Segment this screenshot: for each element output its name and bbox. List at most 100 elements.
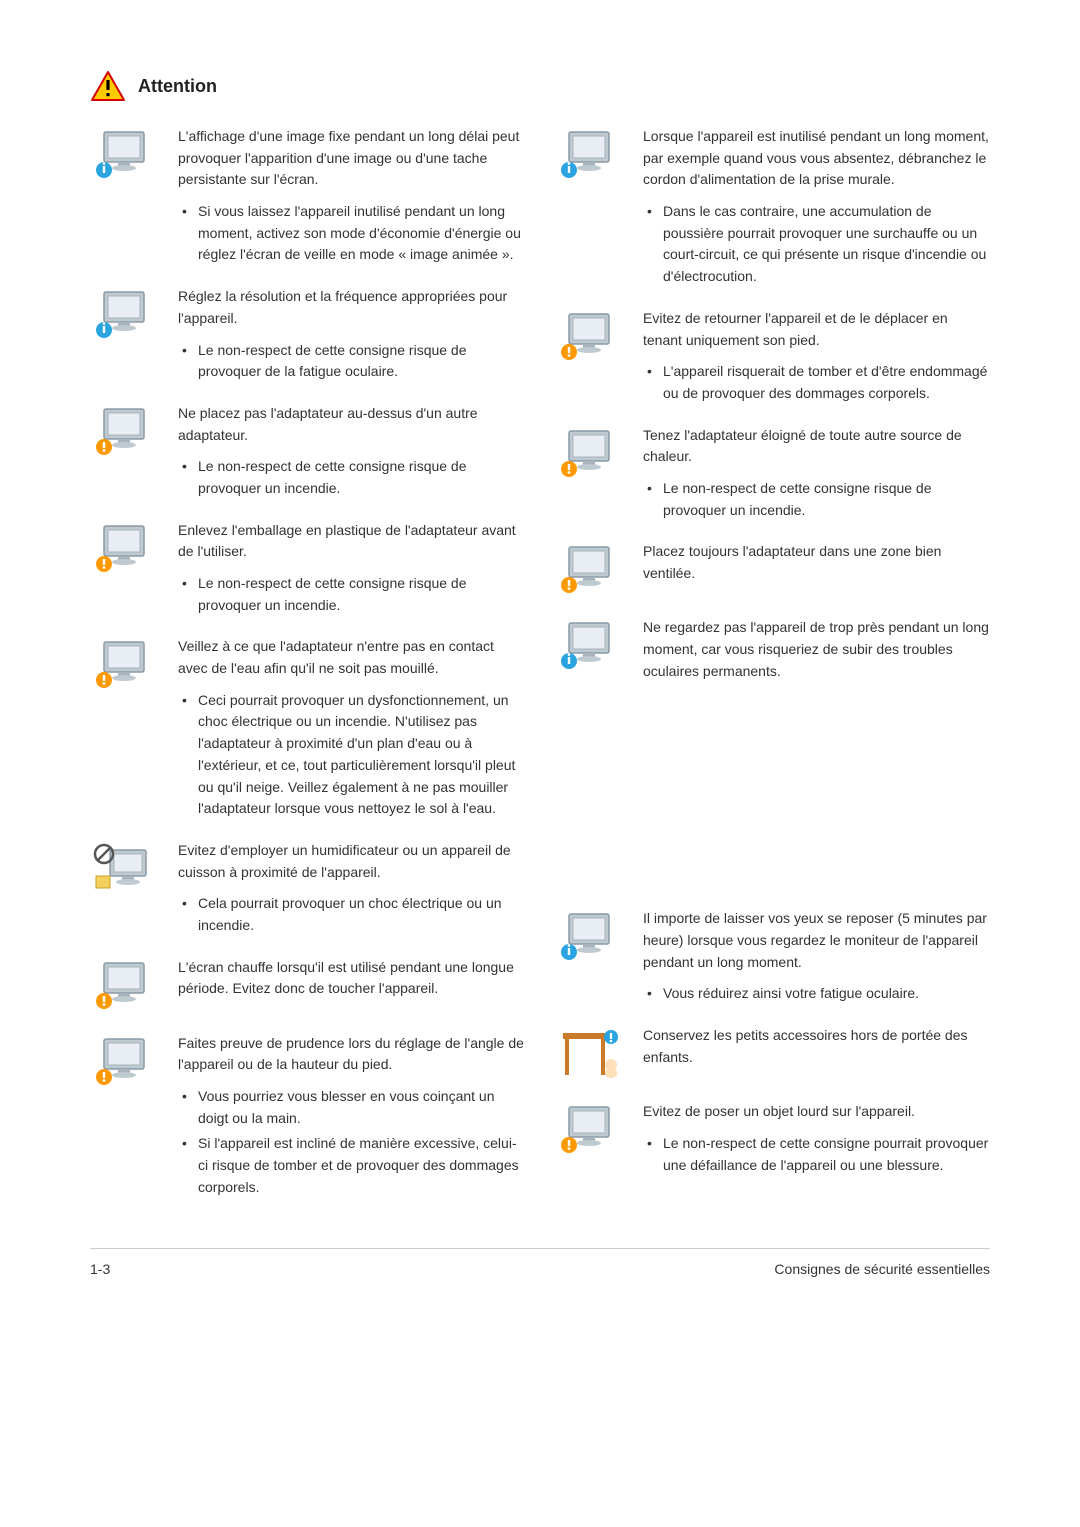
entry-lead-text: L'écran chauffe lorsqu'il est utilisé pe…: [178, 957, 525, 1000]
entry-body: Placez toujours l'adaptateur dans une zo…: [643, 541, 990, 601]
safety-entry: Tenez l'adaptateur éloigné de toute autr…: [555, 425, 990, 526]
entry-lead-text: L'affichage d'une image fixe pendant un …: [178, 126, 525, 191]
vertical-spacer: [555, 708, 990, 908]
safety-entry: L'écran chauffe lorsqu'il est utilisé pe…: [90, 957, 525, 1017]
safety-entry: Ne regardez pas l'appareil de trop près …: [555, 617, 990, 692]
entry-lead-text: Ne placez pas l'adaptateur au-dessus d'u…: [178, 403, 525, 446]
entry-body: Il importe de laisser vos yeux se repose…: [643, 908, 990, 1009]
safety-entry: L'affichage d'une image fixe pendant un …: [90, 126, 525, 270]
monitor-unplug-icon: [555, 126, 625, 186]
upside-down-icon: [555, 308, 625, 368]
tilt-adjust-icon: [90, 1033, 160, 1093]
entry-bullet: Vous pourriez vous blesser en vous coinç…: [178, 1086, 525, 1129]
warning-triangle-icon: [90, 70, 126, 102]
entry-lead-text: Veillez à ce que l'adaptateur n'entre pa…: [178, 636, 525, 679]
entry-bullet-list: Le non-respect de cette consigne risque …: [178, 340, 525, 383]
entry-body: Evitez de poser un objet lourd sur l'app…: [643, 1101, 990, 1180]
entry-body: Tenez l'adaptateur éloigné de toute autr…: [643, 425, 990, 526]
entry-bullet-list: Cela pourrait provoquer un choc électriq…: [178, 893, 525, 936]
ventilated-icon: [555, 541, 625, 601]
entry-lead-text: Conservez les petits accessoires hors de…: [643, 1025, 990, 1068]
heavy-object-icon: [555, 1101, 625, 1161]
entry-lead-text: Tenez l'adaptateur éloigné de toute autr…: [643, 425, 990, 468]
adapter-stack-icon: [90, 403, 160, 463]
safety-entry: Ne placez pas l'adaptateur au-dessus d'u…: [90, 403, 525, 504]
page-footer: 1-3 Consignes de sécurité essentielles: [90, 1248, 990, 1277]
eye-distance-icon: [555, 617, 625, 677]
hot-screen-icon: [90, 957, 160, 1017]
attention-heading-row: Attention: [90, 70, 990, 102]
entry-bullet: Le non-respect de cette consigne risque …: [178, 573, 525, 616]
entry-bullet: Le non-respect de cette consigne risque …: [178, 456, 525, 499]
footer-section-title: Consignes de sécurité essentielles: [774, 1261, 990, 1277]
entry-lead-text: Lorsque l'appareil est inutilisé pendant…: [643, 126, 990, 191]
entry-lead-text: Faites preuve de prudence lors du réglag…: [178, 1033, 525, 1076]
small-parts-icon: [555, 1025, 625, 1085]
entry-body: Enlevez l'emballage en plastique de l'ad…: [178, 520, 525, 621]
entry-lead-text: Evitez de retourner l'appareil et de le …: [643, 308, 990, 351]
safety-entry: Faites preuve de prudence lors du réglag…: [90, 1033, 525, 1203]
eye-rest-icon: [555, 908, 625, 968]
safety-entry: Veillez à ce que l'adaptateur n'entre pa…: [90, 636, 525, 824]
entry-lead-text: Evitez de poser un objet lourd sur l'app…: [643, 1101, 990, 1123]
entry-bullet-list: Le non-respect de cette consigne pourrai…: [643, 1133, 990, 1176]
safety-entry: Evitez d'employer un humidificateur ou u…: [90, 840, 525, 941]
safety-entry: Placez toujours l'adaptateur dans une zo…: [555, 541, 990, 601]
safety-entry: Il importe de laisser vos yeux se repose…: [555, 908, 990, 1009]
entry-bullet-list: Le non-respect de cette consigne risque …: [178, 456, 525, 499]
entry-body: Lorsque l'appareil est inutilisé pendant…: [643, 126, 990, 292]
entry-bullet: Ceci pourrait provoquer un dysfonctionne…: [178, 690, 525, 820]
safety-entry: Evitez de poser un objet lourd sur l'app…: [555, 1101, 990, 1180]
entry-body: L'affichage d'une image fixe pendant un …: [178, 126, 525, 270]
entry-body: L'écran chauffe lorsqu'il est utilisé pe…: [178, 957, 525, 1017]
entry-bullet-list: Si vous laissez l'appareil inutilisé pen…: [178, 201, 525, 266]
entry-bullet: Cela pourrait provoquer un choc électriq…: [178, 893, 525, 936]
entry-bullet: Le non-respect de cette consigne risque …: [643, 478, 990, 521]
safety-entry: Evitez de retourner l'appareil et de le …: [555, 308, 990, 409]
entry-body: Faites preuve de prudence lors du réglag…: [178, 1033, 525, 1203]
safety-entry: Réglez la résolution et la fréquence app…: [90, 286, 525, 387]
entry-bullet: Dans le cas contraire, une accumulation …: [643, 201, 990, 288]
entry-bullet-list: Dans le cas contraire, une accumulation …: [643, 201, 990, 288]
entry-lead-text: Enlevez l'emballage en plastique de l'ad…: [178, 520, 525, 563]
entry-lead-text: Placez toujours l'adaptateur dans une zo…: [643, 541, 990, 584]
footer-page-number: 1-3: [90, 1261, 110, 1277]
left-column: L'affichage d'une image fixe pendant un …: [90, 126, 525, 1218]
attention-title: Attention: [138, 76, 217, 97]
entry-body: Veillez à ce que l'adaptateur n'entre pa…: [178, 636, 525, 824]
adapter-bag-icon: [90, 520, 160, 580]
content-columns: L'affichage d'une image fixe pendant un …: [90, 126, 990, 1218]
entry-lead-text: Il importe de laisser vos yeux se repose…: [643, 908, 990, 973]
entry-bullet-list: L'appareil risquerait de tomber et d'êtr…: [643, 361, 990, 404]
entry-lead-text: Evitez d'employer un humidificateur ou u…: [178, 840, 525, 883]
entry-bullet-list: Le non-respect de cette consigne risque …: [178, 573, 525, 616]
entry-bullet-list: Ceci pourrait provoquer un dysfonctionne…: [178, 690, 525, 820]
safety-entry: Enlevez l'emballage en plastique de l'ad…: [90, 520, 525, 621]
adapter-water-icon: [90, 636, 160, 696]
entry-body: Ne regardez pas l'appareil de trop près …: [643, 617, 990, 692]
entry-bullet-list: Vous pourriez vous blesser en vous coinç…: [178, 1086, 525, 1198]
entry-bullet-list: Le non-respect de cette consigne risque …: [643, 478, 990, 521]
entry-bullet: Vous réduirez ainsi votre fatigue oculai…: [643, 983, 990, 1005]
entry-body: Conservez les petits accessoires hors de…: [643, 1025, 990, 1085]
monitor-resolution-icon: [90, 286, 160, 346]
heater-icon: [555, 425, 625, 485]
entry-lead-text: Ne regardez pas l'appareil de trop près …: [643, 617, 990, 682]
monitor-info-icon: [90, 126, 160, 186]
entry-body: Evitez d'employer un humidificateur ou u…: [178, 840, 525, 941]
page: Attention L'affichage d'une image fixe p…: [0, 0, 1080, 1317]
entry-lead-text: Réglez la résolution et la fréquence app…: [178, 286, 525, 329]
entry-bullet: L'appareil risquerait de tomber et d'êtr…: [643, 361, 990, 404]
entry-body: Evitez de retourner l'appareil et de le …: [643, 308, 990, 409]
right-column: Lorsque l'appareil est inutilisé pendant…: [555, 126, 990, 1218]
entry-body: Ne placez pas l'adaptateur au-dessus d'u…: [178, 403, 525, 504]
entry-bullet: Si vous laissez l'appareil inutilisé pen…: [178, 201, 525, 266]
safety-entry: Lorsque l'appareil est inutilisé pendant…: [555, 126, 990, 292]
entry-body: Réglez la résolution et la fréquence app…: [178, 286, 525, 387]
entry-bullet: Si l'appareil est incliné de manière exc…: [178, 1133, 525, 1198]
humidifier-icon: [90, 840, 160, 900]
entry-bullet: Le non-respect de cette consigne pourrai…: [643, 1133, 990, 1176]
safety-entry: Conservez les petits accessoires hors de…: [555, 1025, 990, 1085]
entry-bullet-list: Vous réduirez ainsi votre fatigue oculai…: [643, 983, 990, 1005]
entry-bullet: Le non-respect de cette consigne risque …: [178, 340, 525, 383]
